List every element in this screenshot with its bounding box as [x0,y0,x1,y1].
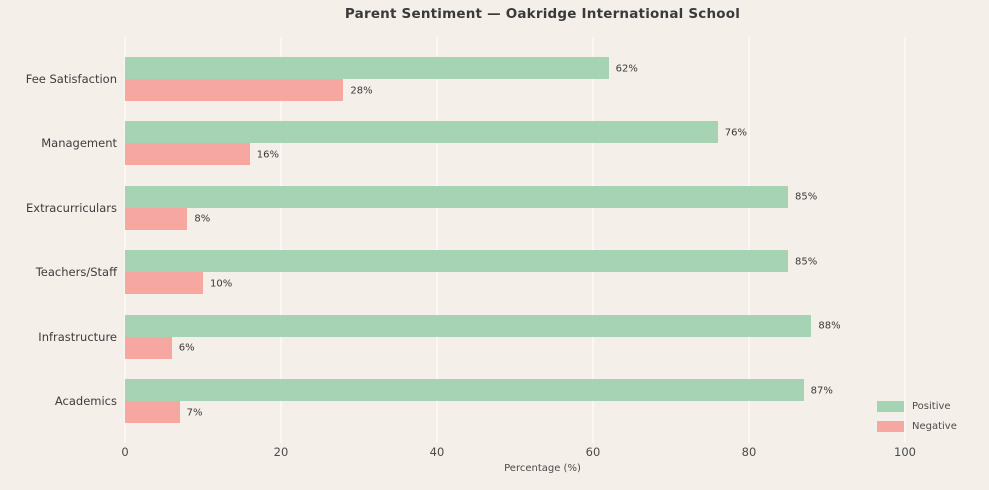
negative-bar [125,207,188,230]
gridline-0 [124,37,126,443]
y-category-label: Infrastructure [38,329,117,344]
y-category-label: Extracurriculars [26,200,117,215]
positive-bar [125,57,609,79]
y-category-label: Management [41,136,117,151]
positive-value-label: 76% [724,127,748,139]
gridline-80 [748,37,750,443]
gridline-100 [904,37,906,443]
positive-value-label: 87% [810,385,833,396]
y-category-label: Fee Satisfaction [25,72,117,86]
negative-value-label: 7% [186,407,203,418]
chart-title: Parent Sentiment — Oakridge Internationa… [344,6,741,22]
negative-bar [125,79,344,101]
negative-value-label: 6% [178,342,195,354]
legend-swatch-icon [877,400,904,412]
gridline-60 [592,37,594,443]
x-tick-60: 60 [585,445,601,459]
legend: Positive Negative [877,396,957,436]
x-tick-0: 0 [121,445,129,459]
negative-value-label: 8% [194,213,211,225]
gridline-40 [436,37,438,443]
negative-value-label: 10% [210,278,233,290]
x-tick-20: 20 [273,445,289,459]
negative-value-label: 28% [350,85,373,96]
x-tick-80: 80 [741,445,757,459]
legend-label: Negative [912,420,957,432]
legend-swatch-icon [877,420,904,432]
legend-label: Positive [912,400,951,412]
legend-item-positive: Positive [877,396,957,416]
negative-bar [125,272,203,295]
x-tick-40: 40 [429,445,445,459]
positive-value-label: 85% [795,191,818,203]
positive-bar [125,121,718,144]
positive-value-label: 62% [615,63,638,74]
positive-value-label: 88% [818,320,841,332]
legend-item-negative: Negative [877,416,957,436]
negative-bar [125,401,180,423]
y-category-label: Teachers/Staff [35,265,117,280]
positive-bar [125,379,804,401]
gridline-20 [280,37,282,443]
positive-bar [125,185,788,208]
x-axis-label: Percentage (%) [504,463,581,474]
negative-bar [125,336,172,359]
negative-value-label: 16% [256,149,280,161]
x-tick-100: 100 [894,445,916,459]
positive-value-label: 85% [795,256,818,268]
negative-bar [125,143,250,166]
y-category-label: Academics [54,394,117,408]
positive-bar [125,314,812,337]
positive-bar [125,250,788,273]
